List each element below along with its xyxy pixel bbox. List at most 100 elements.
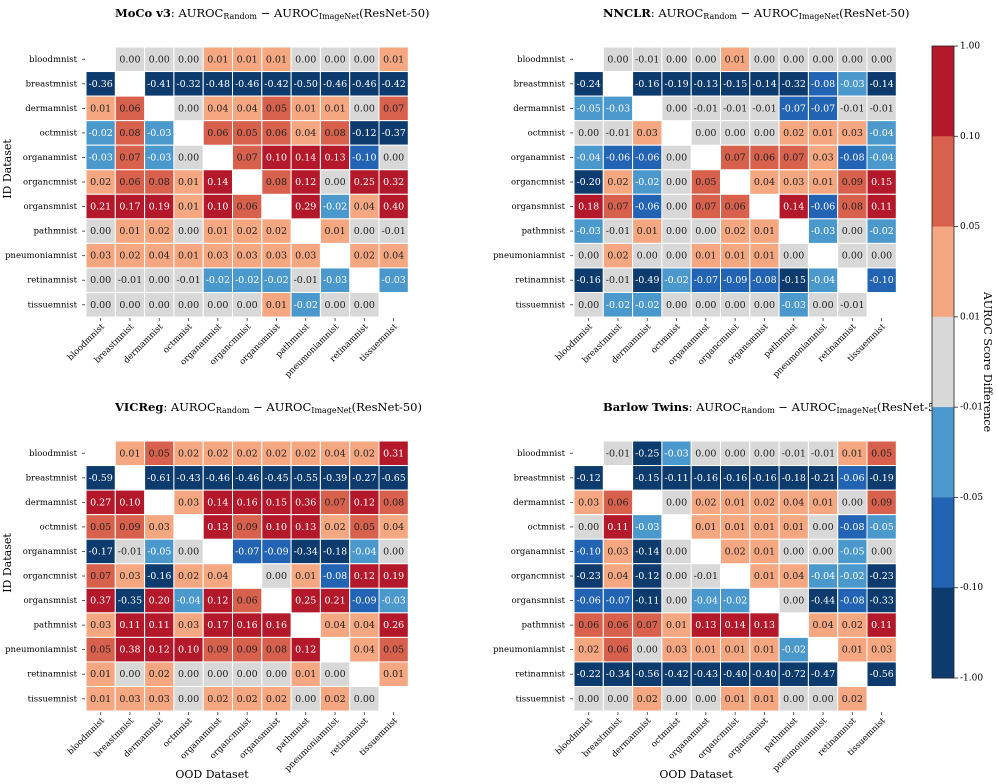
row-tick-label: retinamnist xyxy=(27,670,77,680)
heatmap-cell xyxy=(690,514,722,540)
cell-value-label: 0.00 xyxy=(178,546,199,557)
cell-value-label: 0.01 xyxy=(666,620,687,631)
row-tick-label: dermamnist xyxy=(25,498,77,508)
heatmap-panel-1: MoCo v3: AUROCRandom − AUROCImageNet(Res… xyxy=(5,6,429,380)
panel-title: NNCLR: AUROCRandom − AUROCImageNet(ResNe… xyxy=(603,6,909,21)
heatmap-cell xyxy=(319,612,351,638)
cell-value-label: 0.02 xyxy=(607,251,628,262)
heatmap-cell xyxy=(85,612,116,638)
cell-value-label: -0.02 xyxy=(294,300,318,311)
heatmap-cell xyxy=(778,242,809,269)
cell-value-label: 0.07 xyxy=(783,152,804,163)
cell-value-label: 0.00 xyxy=(383,546,404,557)
heatmap-cell xyxy=(290,465,321,491)
title-method: MoCo v3 xyxy=(115,6,171,20)
cell-value-label: -0.01 xyxy=(752,103,776,114)
cell-value-label: 0.14 xyxy=(783,202,804,213)
heatmap-cell xyxy=(261,144,292,171)
heatmap-cell xyxy=(319,587,351,614)
cell-value-label: 0.00 xyxy=(637,251,658,262)
cell-value-label: -0.15 xyxy=(635,473,659,484)
cell-value-label: 0.25 xyxy=(354,177,375,188)
heatmap-cell xyxy=(837,169,868,195)
cell-value-label: 0.02 xyxy=(842,694,863,705)
cell-value-label: -0.48 xyxy=(206,79,230,90)
cell-value-label: 0.13 xyxy=(295,522,316,533)
cell-value-label: 0.00 xyxy=(812,522,833,533)
cell-value-label: 0.02 xyxy=(149,226,170,237)
title-text: : AUROC xyxy=(163,400,216,414)
heatmap-cell xyxy=(144,514,175,540)
cell-value-label: -0.37 xyxy=(381,128,405,139)
cell-value-label: 0.04 xyxy=(149,251,170,262)
heatmap-cell xyxy=(319,514,351,540)
row-tick-label: pathmnist xyxy=(522,227,566,237)
cell-value-label: -0.02 xyxy=(664,275,688,286)
cell-value-label: -0.07 xyxy=(235,546,259,557)
heatmap-cell xyxy=(378,440,409,467)
row-tick-label: breastmnist xyxy=(26,79,78,89)
heatmap-cell xyxy=(349,169,380,195)
cell-value-label: -0.03 xyxy=(147,152,171,163)
heatmap-cell xyxy=(114,612,146,638)
colorbar-segment xyxy=(932,587,954,679)
heatmap-cell xyxy=(866,267,897,294)
heatmap-cell xyxy=(144,169,175,195)
title-suffix: (ResNet-50) xyxy=(877,400,947,414)
cell-value-label: 0.00 xyxy=(324,177,345,188)
cell-value-label: 0.17 xyxy=(119,202,140,213)
cell-value-label: -0.46 xyxy=(206,473,230,484)
title-method: VICReg xyxy=(114,400,163,414)
cell-value-label: 0.02 xyxy=(695,497,716,508)
heatmap-cell xyxy=(378,218,409,244)
cell-value-label: 0.00 xyxy=(842,54,863,65)
cell-value-label: -0.09 xyxy=(264,546,288,557)
heatmap-cell xyxy=(261,563,292,589)
cell-value-label: -0.07 xyxy=(811,103,835,114)
heatmap-cell xyxy=(690,292,722,318)
cell-value-label: -0.40 xyxy=(752,669,776,680)
cell-value-label: 0.01 xyxy=(725,645,746,656)
cell-value-label: 0.05 xyxy=(383,645,404,656)
cell-value-label: -0.15 xyxy=(782,275,806,286)
cell-value-label: 0.00 xyxy=(266,571,287,582)
heatmap-cell xyxy=(661,465,692,491)
cell-value-label: 0.00 xyxy=(754,54,775,65)
cell-value-label: -0.56 xyxy=(635,669,659,680)
cell-value-label: -0.03 xyxy=(88,152,112,163)
cell-value-label: 0.00 xyxy=(725,448,746,459)
cell-value-label: 0.06 xyxy=(754,152,775,163)
cell-value-label: 0.29 xyxy=(295,202,316,213)
cell-value-label: -0.01 xyxy=(694,103,718,114)
cell-value-label: -0.09 xyxy=(723,275,747,286)
heatmap-cell xyxy=(866,169,897,195)
cell-value-label: -0.06 xyxy=(576,596,600,607)
cell-value-label: -0.43 xyxy=(694,669,718,680)
heatmap-cell xyxy=(749,538,780,565)
heatmap-cell xyxy=(866,514,897,540)
heatmap-cell xyxy=(661,218,692,244)
heatmap-cell xyxy=(319,267,351,294)
cell-value-label: 0.00 xyxy=(754,128,775,139)
cell-value-label: -0.07 xyxy=(782,103,806,114)
cell-value-label: -0.10 xyxy=(869,275,893,286)
heatmap-cell xyxy=(290,440,321,467)
cell-value-label: -0.01 xyxy=(840,103,864,114)
cell-value-label: 0.10 xyxy=(178,645,199,656)
cell-value-label: 0.08 xyxy=(383,497,404,508)
cell-value-label: 0.00 xyxy=(695,694,716,705)
cell-value-label: -0.02 xyxy=(635,300,659,311)
cell-value-label: 0.00 xyxy=(637,645,658,656)
cell-value-label: 0.02 xyxy=(578,645,599,656)
cell-value-label: -0.12 xyxy=(352,128,376,139)
cell-value-label: -0.05 xyxy=(869,522,893,533)
cell-value-label: 0.04 xyxy=(295,128,316,139)
cell-value-label: 0.01 xyxy=(812,177,833,188)
cell-value-label: 0.03 xyxy=(178,497,199,508)
heatmap-cell xyxy=(837,538,868,565)
colorbar-tick-label: 0.10 xyxy=(960,132,980,142)
heatmap-cell xyxy=(807,218,839,244)
heatmap-cell xyxy=(778,636,809,663)
cell-value-label: 0.00 xyxy=(842,226,863,237)
row-tick-label: pneumoniamnist xyxy=(5,251,77,261)
